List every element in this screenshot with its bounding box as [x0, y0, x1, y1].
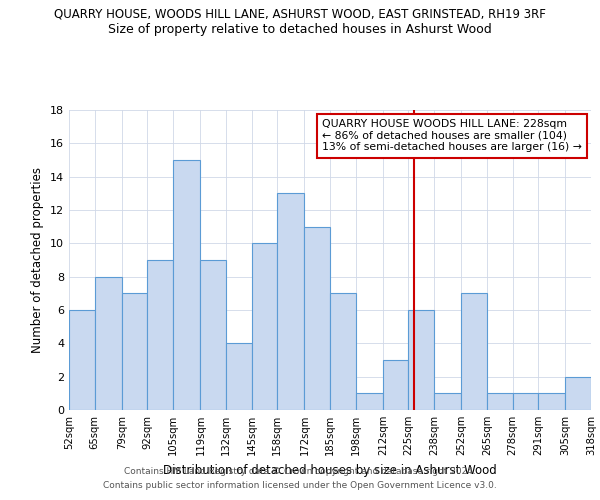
Bar — [173, 160, 200, 410]
Bar — [200, 260, 226, 410]
Bar — [538, 394, 565, 410]
Bar — [304, 226, 330, 410]
Bar — [122, 294, 148, 410]
Bar — [409, 310, 434, 410]
Bar — [251, 244, 277, 410]
Bar — [487, 394, 512, 410]
Text: Contains public sector information licensed under the Open Government Licence v3: Contains public sector information licen… — [103, 481, 497, 490]
Y-axis label: Number of detached properties: Number of detached properties — [31, 167, 44, 353]
Bar — [330, 294, 356, 410]
Text: QUARRY HOUSE WOODS HILL LANE: 228sqm
← 86% of detached houses are smaller (104)
: QUARRY HOUSE WOODS HILL LANE: 228sqm ← 8… — [322, 119, 582, 152]
Bar — [565, 376, 591, 410]
Bar — [512, 394, 538, 410]
Text: Size of property relative to detached houses in Ashurst Wood: Size of property relative to detached ho… — [108, 22, 492, 36]
Bar — [434, 394, 461, 410]
Bar — [226, 344, 251, 410]
Text: QUARRY HOUSE, WOODS HILL LANE, ASHURST WOOD, EAST GRINSTEAD, RH19 3RF: QUARRY HOUSE, WOODS HILL LANE, ASHURST W… — [54, 8, 546, 20]
Bar — [95, 276, 122, 410]
X-axis label: Distribution of detached houses by size in Ashurst Wood: Distribution of detached houses by size … — [163, 464, 497, 476]
Text: Contains HM Land Registry data © Crown copyright and database right 2024.: Contains HM Land Registry data © Crown c… — [124, 468, 476, 476]
Bar — [69, 310, 95, 410]
Bar — [277, 194, 304, 410]
Bar — [461, 294, 487, 410]
Bar — [148, 260, 173, 410]
Bar — [356, 394, 383, 410]
Bar — [383, 360, 409, 410]
